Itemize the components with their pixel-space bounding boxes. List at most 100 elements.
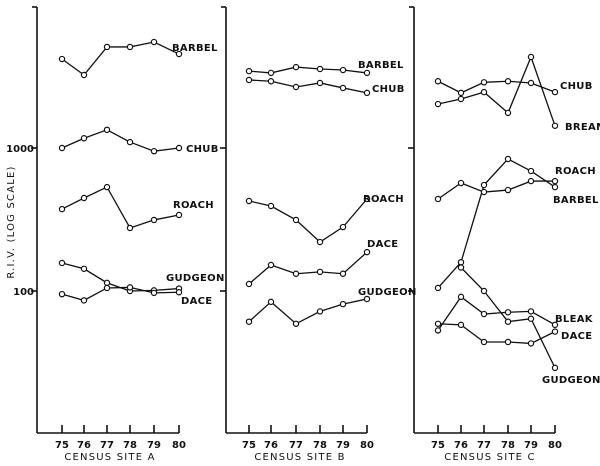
x-tick-label-78: 78 bbox=[313, 440, 327, 451]
y-axis-label: R.I.V. (LOG SCALE) bbox=[6, 165, 17, 278]
data-point bbox=[551, 183, 559, 191]
y-tick-label-1000: 1000 bbox=[6, 144, 34, 155]
data-point bbox=[527, 315, 535, 322]
data-point bbox=[504, 309, 512, 316]
data-point bbox=[58, 55, 66, 63]
series-dace: DACE bbox=[58, 284, 212, 307]
data-point bbox=[363, 195, 371, 203]
x-tick-label-77: 77 bbox=[289, 440, 303, 451]
series-line-barbel bbox=[248, 66, 368, 74]
x-tick-label-77: 77 bbox=[477, 440, 491, 451]
data-point bbox=[316, 65, 324, 73]
data-point bbox=[527, 167, 535, 175]
series-line-roach bbox=[61, 186, 180, 229]
data-point bbox=[457, 293, 465, 301]
series-roach: ROACH bbox=[434, 155, 596, 292]
data-point bbox=[292, 320, 300, 327]
x-tick-label-80: 80 bbox=[548, 440, 562, 451]
data-point bbox=[267, 69, 275, 77]
data-point bbox=[316, 79, 324, 87]
x-tick-label-80: 80 bbox=[172, 440, 186, 451]
data-point bbox=[527, 177, 535, 185]
data-point bbox=[480, 287, 488, 295]
data-point bbox=[504, 186, 512, 194]
series-label-roach: ROACH bbox=[555, 166, 596, 177]
data-point bbox=[316, 308, 324, 315]
series-label-dace: DACE bbox=[181, 296, 212, 307]
data-point bbox=[103, 284, 111, 292]
x-tick-label-79: 79 bbox=[336, 440, 350, 451]
data-point bbox=[527, 53, 535, 61]
x-axis-label: CENSUS SITE B bbox=[254, 452, 345, 463]
series-line-gudgeon bbox=[460, 267, 556, 369]
data-point bbox=[527, 79, 535, 87]
data-point bbox=[103, 279, 111, 287]
data-point bbox=[292, 83, 300, 91]
data-point bbox=[103, 183, 111, 191]
data-point bbox=[80, 265, 88, 272]
series-label-barbel: BARBEL bbox=[358, 60, 404, 71]
data-point bbox=[457, 321, 465, 329]
x-tick-label-77: 77 bbox=[100, 440, 114, 451]
series-label-roach: ROACH bbox=[173, 200, 214, 211]
data-point bbox=[339, 84, 347, 92]
series-bream: BREAM bbox=[434, 53, 600, 133]
series-label-chub: CHUB bbox=[186, 144, 219, 155]
x-tick-label-76: 76 bbox=[454, 440, 468, 451]
data-point bbox=[292, 270, 300, 277]
panel-site-a: 75 76 77 78 79 80 CENSUS SITE A BARBEL CHUB ROACH… bbox=[31, 6, 224, 463]
data-point bbox=[126, 224, 134, 232]
data-point bbox=[457, 179, 465, 187]
series-label-dace: DACE bbox=[367, 239, 398, 250]
x-tick-label-78: 78 bbox=[501, 440, 515, 451]
data-point bbox=[58, 290, 66, 298]
data-point bbox=[292, 216, 300, 224]
data-point bbox=[175, 289, 183, 296]
series-chub: CHUB bbox=[58, 126, 219, 155]
data-point bbox=[245, 318, 253, 325]
x-tick-label-75: 75 bbox=[431, 440, 445, 451]
data-point bbox=[245, 280, 253, 288]
data-point bbox=[339, 270, 347, 277]
data-point bbox=[480, 310, 488, 318]
data-point bbox=[551, 328, 559, 335]
x-axis-label: CENSUS SITE C bbox=[444, 452, 535, 463]
y-tick-label-100: 100 bbox=[13, 287, 34, 298]
x-tick-label-80: 80 bbox=[360, 440, 374, 451]
series-dace: DACE bbox=[434, 320, 592, 347]
data-point bbox=[504, 109, 512, 117]
data-point bbox=[551, 122, 559, 129]
data-point bbox=[150, 216, 158, 224]
data-point bbox=[434, 327, 442, 334]
data-point bbox=[103, 126, 111, 134]
data-point bbox=[245, 197, 253, 205]
series-label-dace: DACE bbox=[561, 331, 592, 342]
x-tick-label-75: 75 bbox=[55, 440, 69, 451]
series-label-gudgeon: GUDGEON bbox=[358, 287, 417, 298]
series-label-chub: CHUB bbox=[560, 81, 593, 92]
data-point bbox=[175, 50, 183, 58]
data-point bbox=[267, 261, 275, 269]
series-bleak: BLEAK bbox=[434, 293, 594, 334]
data-point bbox=[363, 295, 371, 303]
series-line-dace bbox=[437, 323, 556, 345]
series-line-chub bbox=[248, 79, 368, 94]
series-line-gudgeon bbox=[61, 262, 180, 292]
panel-site-b: 75 76 77 78 79 80 CENSUS SITE B BARBEL CHUB ROACH… bbox=[220, 6, 417, 463]
data-point bbox=[175, 211, 183, 219]
data-point bbox=[457, 259, 465, 266]
data-point bbox=[457, 95, 465, 103]
data-point bbox=[480, 88, 488, 96]
data-point bbox=[339, 223, 347, 231]
x-tick-label-79: 79 bbox=[147, 440, 161, 451]
data-point bbox=[434, 100, 442, 108]
data-point bbox=[527, 308, 535, 315]
series-line-chub bbox=[61, 129, 180, 152]
data-point bbox=[58, 205, 66, 213]
data-point bbox=[316, 268, 324, 276]
series-roach: ROACH bbox=[245, 194, 404, 246]
data-point bbox=[267, 78, 275, 85]
series-label-bleak: BLEAK bbox=[555, 314, 594, 325]
data-point bbox=[480, 79, 488, 86]
